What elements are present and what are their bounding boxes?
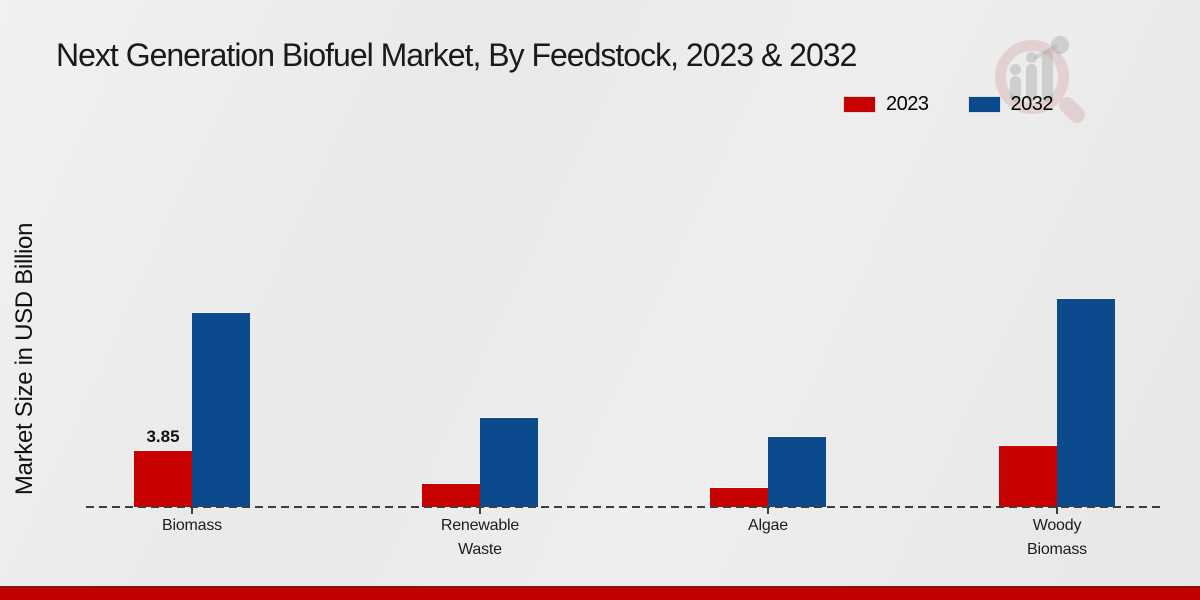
bar-chart-icon xyxy=(1010,76,1021,102)
axis-tick xyxy=(767,507,769,514)
bar-value-label: 3.85 xyxy=(146,427,180,446)
trend-dot-icon xyxy=(1026,52,1037,63)
legend: 2023 2032 xyxy=(844,93,1053,116)
trend-dot-icon xyxy=(1010,64,1021,75)
magnifier-handle-icon xyxy=(1055,93,1089,127)
bar-2032-biomass xyxy=(192,313,250,507)
chart-title: Next Generation Biofuel Market, By Feeds… xyxy=(56,37,857,73)
legend-label-2023: 2023 xyxy=(886,93,929,115)
category-label-renewable-waste: Renewable Waste xyxy=(440,517,520,558)
category-label-algae: Algae xyxy=(748,517,788,534)
bar-2032-woody-biomass xyxy=(1057,299,1115,507)
bar-2023-biomass xyxy=(134,451,192,507)
brand-watermark-logo xyxy=(985,28,1095,128)
legend-item-2023: 2023 xyxy=(844,93,929,116)
legend-swatch-2032 xyxy=(968,97,1000,112)
bar-chart-icon xyxy=(1026,64,1037,102)
trend-dot-icon xyxy=(1051,36,1069,54)
axis-tick xyxy=(1056,507,1058,514)
bar-2023-woody-biomass xyxy=(999,446,1057,507)
bar-2032-algae xyxy=(768,437,826,507)
legend-swatch-2023 xyxy=(844,97,875,112)
bar-2023-algae xyxy=(710,488,768,507)
category-label-biomass: Biomass xyxy=(162,517,222,534)
bar-chart-icon xyxy=(1042,50,1053,102)
axis-tick xyxy=(191,507,193,514)
x-axis-baseline xyxy=(86,506,1163,508)
legend-label-2032: 2032 xyxy=(1010,93,1054,115)
category-label-woody-biomass: Woody Biomass xyxy=(1027,517,1087,558)
legend-item-2032: 2032 xyxy=(968,93,1054,116)
axis-tick xyxy=(479,507,481,514)
bar-2032-renewable-waste xyxy=(480,418,538,507)
magnifier-icon xyxy=(995,40,1069,114)
bar-2023-renewable-waste xyxy=(422,484,480,507)
footer-accent-bar xyxy=(0,586,1200,600)
